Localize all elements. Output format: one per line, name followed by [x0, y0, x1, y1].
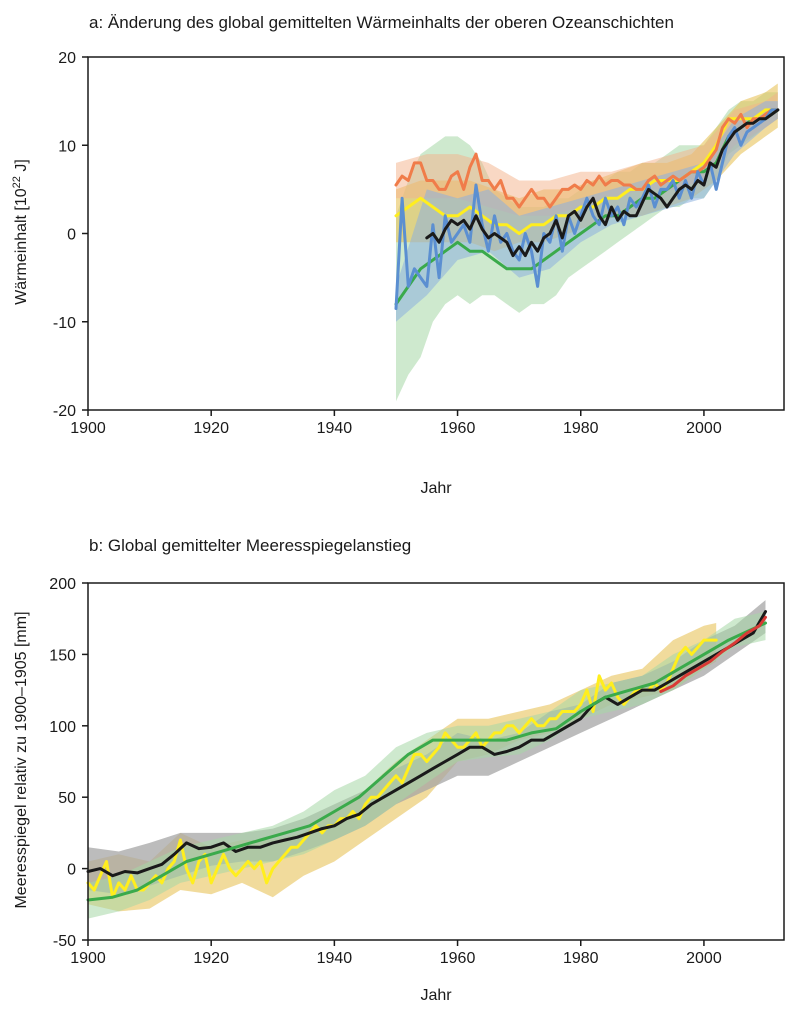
panel-a-title: a: Änderung des global gemittelten Wärme…: [89, 13, 674, 32]
panel-a-ylabel: Wärmeinhalt [1022 J]: [11, 159, 30, 305]
x-tick-label: 2000: [686, 420, 722, 437]
panel-b-chart: b: Global gemittelter Meeresspiegelansti…: [13, 536, 784, 1004]
panel-b-ylabel: Meeresspiegel relativ zu 1900–1905 [mm]: [13, 611, 30, 908]
x-tick-label: 1960: [440, 950, 476, 967]
x-tick-label: 1980: [563, 420, 599, 437]
y-tick-label: 100: [49, 719, 76, 736]
x-tick-label: 2000: [686, 950, 722, 967]
y-tick-label: 50: [58, 790, 76, 807]
panel-b-xlabel: Jahr: [420, 987, 452, 1004]
x-tick-label: 1940: [317, 420, 353, 437]
y-tick-label: -20: [53, 403, 76, 420]
x-tick-label: 1920: [193, 950, 229, 967]
plot-area: [396, 84, 778, 402]
y-tick-label: 150: [49, 647, 76, 664]
y-tick-label: -50: [53, 933, 76, 950]
y-tick-label: 20: [58, 50, 76, 67]
panel-b-title: b: Global gemittelter Meeresspiegelansti…: [89, 536, 411, 555]
panel-a-xlabel: Jahr: [420, 480, 452, 497]
x-tick-label: 1960: [440, 420, 476, 437]
x-tick-label: 1900: [70, 950, 106, 967]
y-tick-label: 0: [67, 862, 76, 879]
x-tick-label: 1900: [70, 420, 106, 437]
x-tick-label: 1940: [317, 950, 353, 967]
plot-area: [88, 600, 766, 919]
y-tick-label: 10: [58, 138, 76, 155]
y-tick-label: -10: [53, 315, 76, 332]
y-tick-label: 200: [49, 576, 76, 593]
y-tick-label: 0: [67, 227, 76, 244]
x-tick-label: 1920: [193, 420, 229, 437]
panel-a-chart: a: Änderung des global gemittelten Wärme…: [11, 13, 784, 497]
x-tick-label: 1980: [563, 950, 599, 967]
